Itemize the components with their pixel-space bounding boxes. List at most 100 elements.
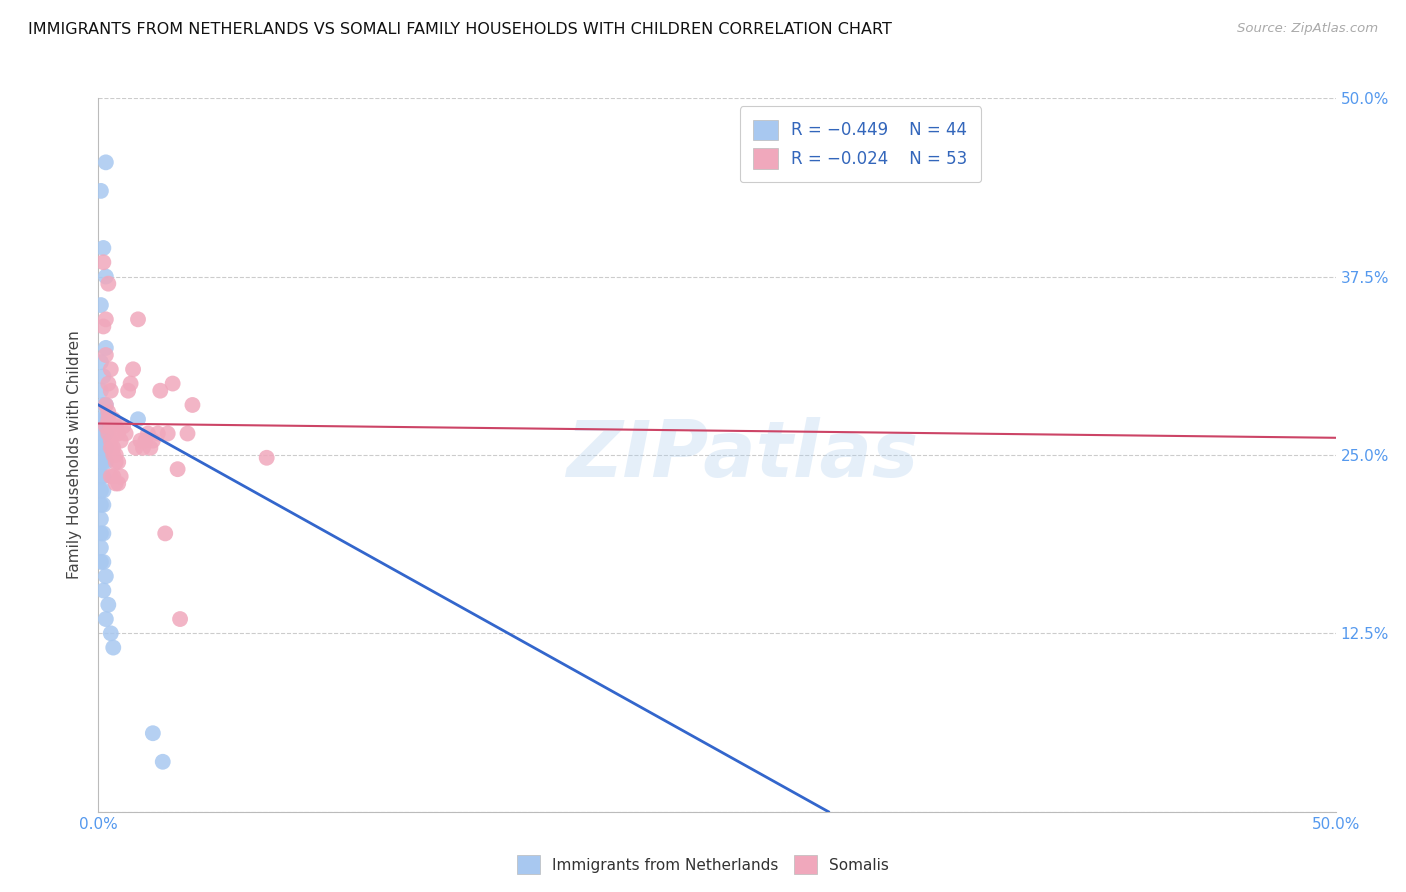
Point [97,598,120,612]
Point [100,362,122,376]
Point [94,348,117,362]
Point [100,434,122,448]
Point [94,269,117,284]
Legend: Immigrants from Netherlands, Somalis: Immigrants from Netherlands, Somalis [510,849,896,880]
Point [181,398,204,412]
Point [103,412,125,426]
Point [90,469,112,483]
Point [127,412,149,426]
Point [93,583,115,598]
Text: Source: ZipAtlas.com: Source: ZipAtlas.com [1237,22,1378,36]
Point [114,426,136,441]
Point [136,426,159,441]
Point [166,462,188,476]
Point [100,626,122,640]
Point [90,298,112,312]
Point [97,426,120,441]
Point [90,555,112,569]
Point [100,384,122,398]
Point [94,398,117,412]
Point [94,312,117,326]
Point [90,526,112,541]
Point [94,419,117,434]
Point [100,419,122,434]
Point [93,426,115,441]
Point [90,384,112,398]
Point [94,412,117,426]
Point [142,726,165,740]
Point [103,640,125,655]
Point [93,555,115,569]
Point [90,483,112,498]
Point [94,398,117,412]
Point [134,434,156,448]
Point [162,376,184,391]
Text: ZIPatlas: ZIPatlas [565,417,918,493]
Point [93,241,115,255]
Point [90,426,112,441]
Point [104,419,127,434]
Point [124,441,146,455]
Point [110,469,132,483]
Point [107,426,129,441]
Point [103,441,125,455]
Point [93,441,115,455]
Point [97,376,120,391]
Point [149,384,172,398]
Point [97,412,120,426]
Point [90,498,112,512]
Point [93,412,115,426]
Point [94,612,117,626]
Point [132,441,155,455]
Point [93,319,115,334]
Point [93,483,115,498]
Point [146,426,169,441]
Point [107,476,129,491]
Point [129,434,152,448]
Point [107,455,129,469]
Point [94,441,117,455]
Point [90,355,112,369]
Point [93,469,115,483]
Y-axis label: Family Households with Children: Family Households with Children [67,331,83,579]
Point [127,312,149,326]
Point [93,526,115,541]
Point [103,448,125,462]
Point [97,405,120,419]
Point [97,277,120,291]
Point [93,455,115,469]
Point [152,755,174,769]
Point [169,612,191,626]
Point [93,498,115,512]
Point [90,455,112,469]
Point [103,469,125,483]
Point [93,369,115,384]
Point [90,512,112,526]
Point [100,469,122,483]
Point [155,526,177,541]
Point [176,426,198,441]
Point [93,398,115,412]
Point [94,426,117,441]
Point [94,155,117,169]
Point [100,441,122,455]
Point [117,384,139,398]
Point [120,376,142,391]
Text: IMMIGRANTS FROM NETHERLANDS VS SOMALI FAMILY HOUSEHOLDS WITH CHILDREN CORRELATIO: IMMIGRANTS FROM NETHERLANDS VS SOMALI FA… [28,22,891,37]
Point [104,476,127,491]
Point [104,455,127,469]
Point [93,255,115,269]
Point [142,434,165,448]
Point [110,434,132,448]
Legend: R = −0.449    N = 44, R = −0.024    N = 53: R = −0.449 N = 44, R = −0.024 N = 53 [740,106,981,182]
Point [90,541,112,555]
Point [139,441,162,455]
Point [90,412,112,426]
Point [112,419,135,434]
Point [94,341,117,355]
Point [122,362,145,376]
Point [104,448,127,462]
Point [256,450,278,465]
Point [94,569,117,583]
Point [90,184,112,198]
